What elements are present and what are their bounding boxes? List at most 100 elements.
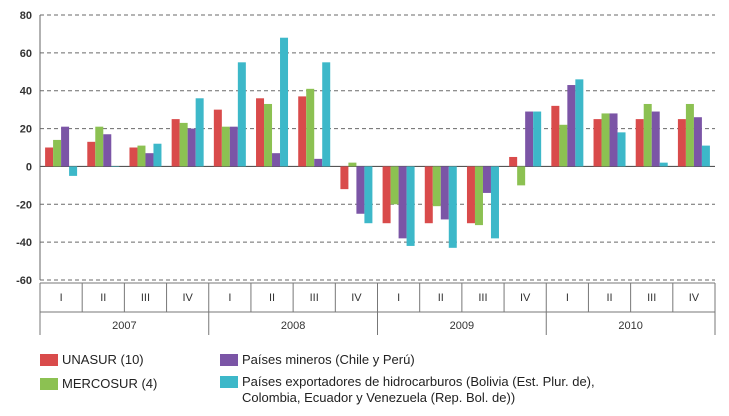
bar <box>129 147 138 167</box>
bar <box>382 166 391 224</box>
year-label: 2007 <box>112 320 136 332</box>
bar <box>474 166 483 226</box>
y-tick-label: -20 <box>16 199 32 211</box>
bar <box>237 62 246 167</box>
bar <box>685 103 694 167</box>
legend-swatch-unasur <box>40 354 58 366</box>
legend-item-paises-mineros: Países mineros (Chile y Perú) <box>220 352 415 368</box>
bar <box>340 166 349 190</box>
bar <box>137 145 146 167</box>
quarter-label: II <box>606 292 612 304</box>
bar <box>45 147 54 167</box>
quarter-label: III <box>647 292 656 304</box>
quarter-label: I <box>397 292 400 304</box>
quarter-label: III <box>310 292 319 304</box>
bar <box>171 119 180 167</box>
bar <box>448 166 457 248</box>
bar <box>635 119 644 167</box>
bar <box>53 139 62 167</box>
bar <box>533 111 542 167</box>
quarter-label: IV <box>182 292 193 304</box>
quarter-label: II <box>100 292 106 304</box>
bar <box>490 166 499 239</box>
y-tick-label: 0 <box>26 161 32 173</box>
bar <box>701 145 710 167</box>
bar <box>575 79 584 167</box>
bar <box>280 37 289 167</box>
legend-swatch-paises-hidrocarburos <box>220 376 238 388</box>
y-tick-label: -40 <box>16 237 32 249</box>
bar <box>213 109 222 167</box>
bar <box>221 126 230 167</box>
bar <box>298 96 307 167</box>
y-tick-label: 80 <box>20 10 32 22</box>
legend-item-mercosur: MERCOSUR (4) <box>40 376 157 392</box>
bar <box>356 166 365 214</box>
bar <box>179 122 188 167</box>
legend-label-mercosur: MERCOSUR (4) <box>62 376 158 391</box>
bar <box>398 166 407 239</box>
bar <box>659 162 668 167</box>
bar <box>348 162 357 167</box>
y-tick-label: -60 <box>16 275 32 287</box>
y-tick-label: 40 <box>20 86 32 98</box>
bar <box>651 111 660 167</box>
bar <box>466 166 475 224</box>
bar <box>87 141 96 167</box>
legend: UNASUR (10) MERCOSUR (4) Países mineros … <box>40 352 729 414</box>
quarter-label: I <box>60 292 63 304</box>
legend-item-paises-hidrocarburos: Países exportadores de hidrocarburos (Bo… <box>220 374 595 406</box>
quarter-label: IV <box>351 292 362 304</box>
quarter-label: I <box>566 292 569 304</box>
quarter-label: IV <box>520 292 531 304</box>
bar <box>69 166 78 176</box>
bar <box>264 103 273 167</box>
year-label: 2010 <box>618 320 642 332</box>
bar <box>432 166 441 207</box>
bar <box>593 119 602 167</box>
bar <box>390 166 399 205</box>
year-label: 2009 <box>450 320 474 332</box>
legend-label-unasur: UNASUR (10) <box>62 352 144 367</box>
bar <box>187 128 196 167</box>
bar <box>509 156 518 167</box>
chart-area: 80 60 40 20 0 -20 -40 -60 I II III IV I II III IV I II III… <box>16 10 716 335</box>
bar <box>525 111 534 167</box>
bar <box>364 166 373 224</box>
bar <box>103 134 112 167</box>
bar <box>617 132 626 167</box>
quarter-label: III <box>478 292 487 304</box>
bar <box>153 143 162 167</box>
quarter-label: I <box>228 292 231 304</box>
bar <box>195 98 204 167</box>
bar <box>256 98 265 167</box>
quarter-label: IV <box>689 292 700 304</box>
bar <box>601 113 610 167</box>
bar <box>643 103 652 167</box>
bar <box>306 88 315 167</box>
bar <box>61 126 70 167</box>
bar <box>517 166 526 186</box>
bar <box>440 166 449 220</box>
bar <box>551 105 560 167</box>
year-label: 2008 <box>281 320 305 332</box>
legend-label-paises-hidrocarburos: Países exportadores de hidrocarburos (Bo… <box>242 374 595 405</box>
bar <box>693 117 702 167</box>
bar <box>111 166 120 167</box>
legend-item-unasur: UNASUR (10) <box>40 352 144 368</box>
bar <box>229 126 238 167</box>
legend-swatch-paises-mineros <box>220 354 238 366</box>
bar <box>559 124 568 167</box>
bar <box>272 153 281 167</box>
y-tick-label: 60 <box>20 48 32 60</box>
bar <box>406 166 415 246</box>
bar <box>482 166 491 193</box>
bar <box>424 166 433 224</box>
bar <box>145 153 154 167</box>
quarter-label: II <box>438 292 444 304</box>
bar <box>314 158 323 167</box>
bar <box>567 85 576 167</box>
legend-swatch-mercosur <box>40 378 58 390</box>
y-tick-label: 20 <box>20 124 32 136</box>
